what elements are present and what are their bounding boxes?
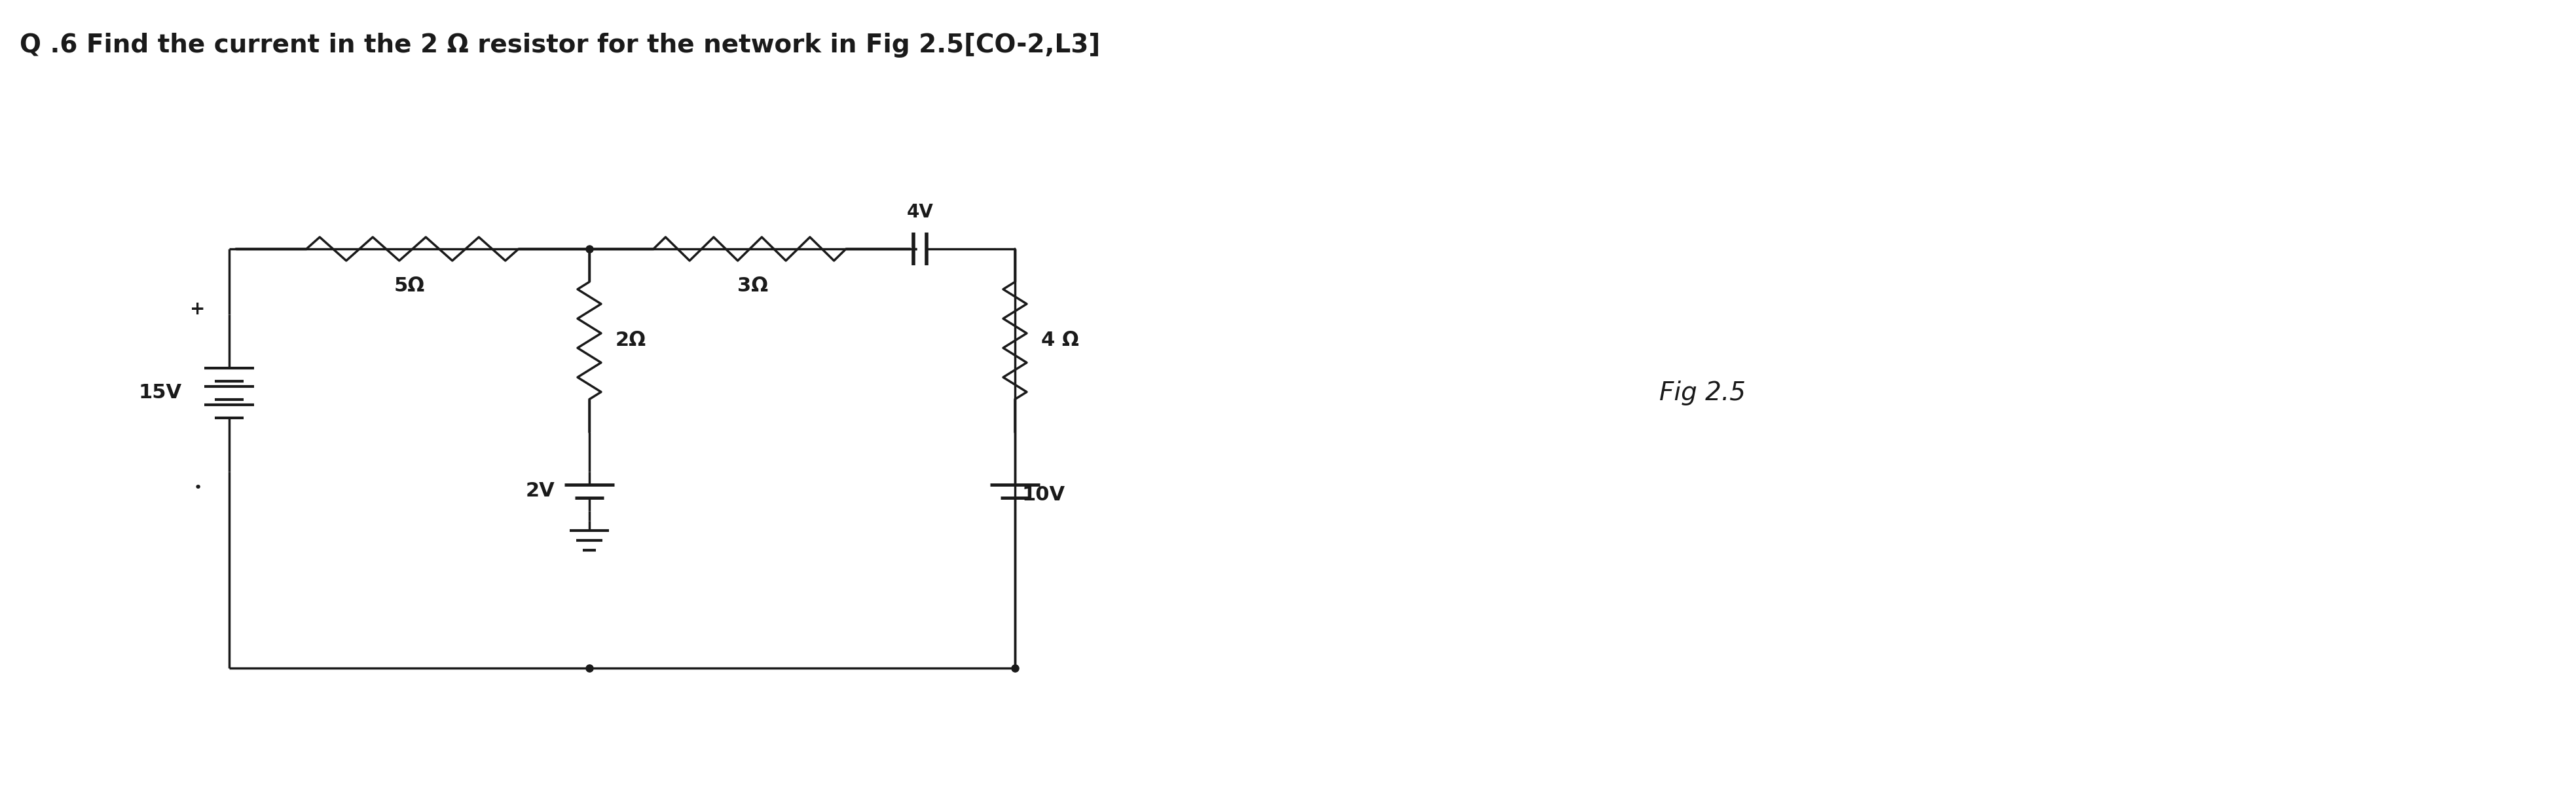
Text: 4 Ω: 4 Ω xyxy=(1041,331,1079,350)
Text: 2V: 2V xyxy=(526,482,554,501)
Text: 5Ω: 5Ω xyxy=(394,277,425,296)
Text: Q .6 Find the current in the 2 Ω resistor for the network in Fig 2.5[CO-2,L3]: Q .6 Find the current in the 2 Ω resisto… xyxy=(21,33,1100,57)
Text: 3Ω: 3Ω xyxy=(737,277,768,296)
Text: 2Ω: 2Ω xyxy=(616,331,647,350)
Text: 15V: 15V xyxy=(139,384,183,402)
Text: 4V: 4V xyxy=(907,203,933,222)
Text: Fig 2.5: Fig 2.5 xyxy=(1659,380,1747,406)
Text: +: + xyxy=(191,300,206,318)
Text: •: • xyxy=(193,481,201,494)
Text: 10V: 10V xyxy=(1023,485,1064,504)
